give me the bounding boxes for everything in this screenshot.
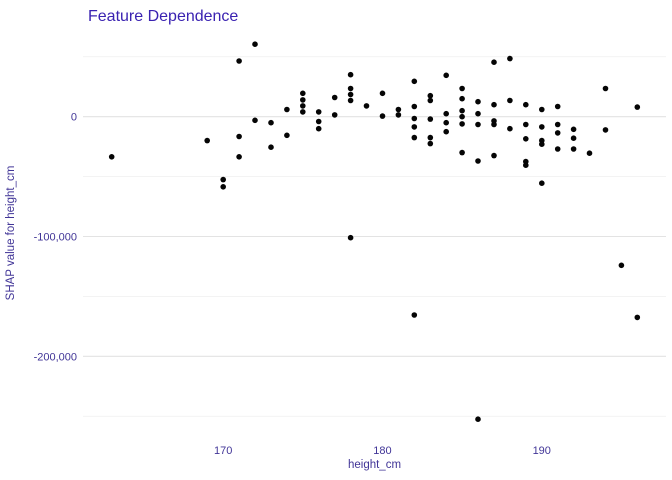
data-point [347,85,354,92]
data-point [523,101,529,108]
data-point [268,119,274,126]
data-point [315,118,322,125]
data-point [586,150,593,156]
data-point [539,106,545,113]
data-point [443,119,450,126]
data-point [315,125,322,132]
chart-title: Feature Dependence [88,8,239,25]
data-point [411,78,418,85]
x-axis-title: height_cm [347,459,402,471]
x-tick-label: 180 [373,445,391,457]
data-point [475,121,481,128]
data-point [395,106,402,113]
data-point [379,90,386,97]
data-point [300,103,306,109]
data-point [347,97,354,104]
data-point [300,97,306,103]
data-point [443,128,450,135]
x-tick-label: 170 [214,445,232,457]
data-point [284,106,290,113]
data-point [475,416,481,423]
data-point [379,113,386,119]
y-tick-label: -100,000 [34,231,77,243]
data-point [331,112,338,118]
x-tick-label: 190 [533,445,551,457]
data-point [395,112,402,118]
data-point [315,109,322,115]
data-point [347,91,354,98]
data-point [602,127,609,133]
data-point [427,92,434,99]
data-point [411,115,418,122]
data-point [570,146,577,152]
data-point [411,103,418,110]
data-point [459,85,465,92]
data-point [491,101,497,108]
data-point [634,314,641,321]
data-point [443,72,450,79]
data-point [491,121,497,128]
data-point [507,97,513,104]
data-point [427,116,434,122]
data-point [459,107,465,114]
data-point [634,104,641,110]
data-point [459,113,465,120]
data-point [459,121,465,127]
data-point [236,154,242,160]
data-point [363,103,370,109]
data-point [539,124,545,130]
data-point [475,98,481,105]
data-point [523,136,529,142]
data-point [427,140,434,147]
data-point [347,71,354,78]
data-point [284,132,290,139]
data-point [554,130,561,136]
data-point [570,135,577,141]
y-axis-title: SHAP value for height_cm [5,165,17,301]
data-point [300,109,306,115]
data-point [554,103,561,110]
data-point [523,162,529,168]
data-point [507,55,513,62]
data-point [236,58,242,64]
data-point [252,117,258,124]
data-point [507,125,513,132]
data-point [554,146,561,152]
data-point [331,94,338,101]
data-point [427,134,434,141]
data-point [523,121,529,128]
data-point [411,134,418,141]
data-point [459,95,465,102]
data-point [618,262,625,269]
data-point [220,184,226,190]
data-point [491,152,497,159]
data-point [411,312,418,318]
data-point [602,85,609,92]
data-point [300,90,306,97]
data-point [475,110,481,117]
y-tick-label: 0 [71,112,77,124]
data-point [539,141,545,147]
data-point [443,110,450,117]
data-point [220,176,226,183]
data-point [236,133,242,140]
data-point [475,158,481,164]
data-point [108,154,115,160]
data-point [459,149,465,156]
data-point [491,59,497,65]
data-point [570,126,577,133]
y-tick-label: -200,000 [34,351,77,363]
data-point [268,144,274,150]
data-point [554,121,561,128]
data-point [427,97,434,104]
data-point [204,137,210,144]
data-point [539,180,545,186]
data-point [347,234,354,241]
data-point [252,41,258,47]
data-point [411,124,418,130]
